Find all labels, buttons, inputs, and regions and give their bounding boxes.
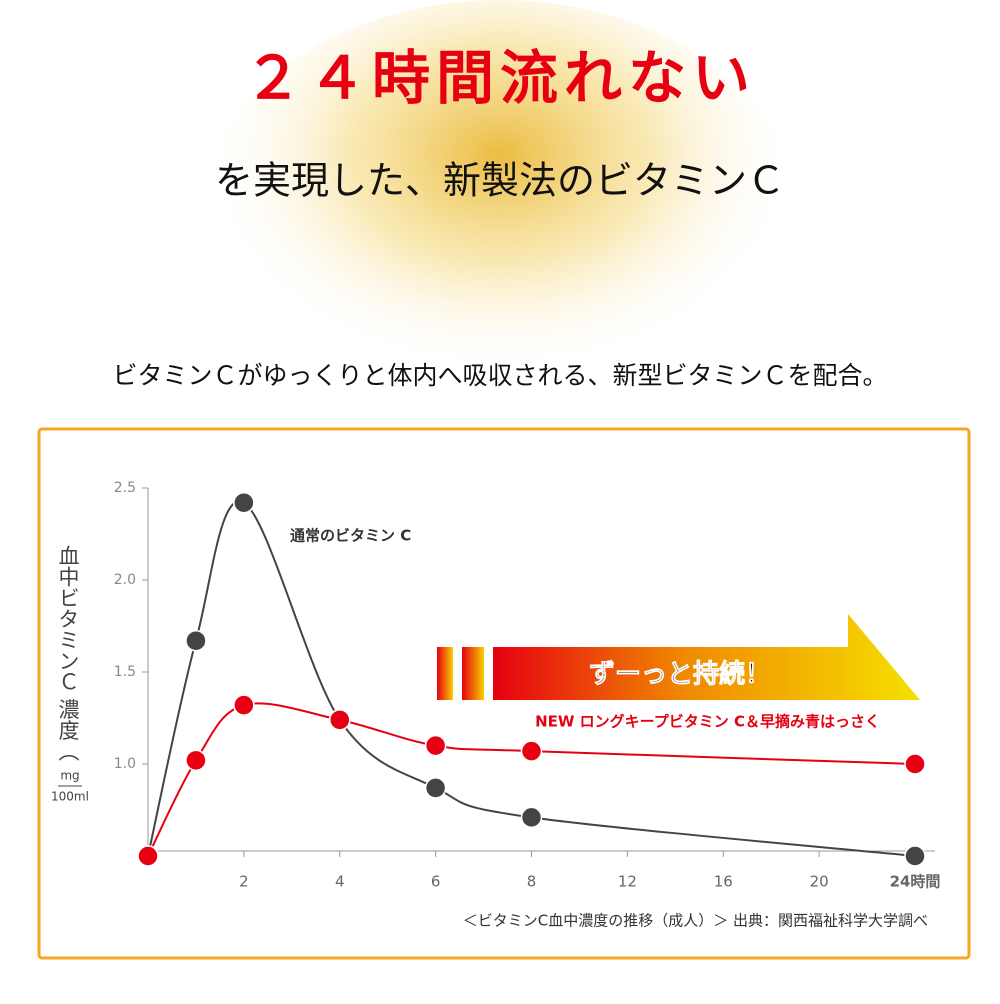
x-tick-label: 8 [527,873,537,891]
source-note: ＜ビタミンC血中濃度の推移（成人）＞ 出典：関西福祉科学大学調べ [463,912,928,930]
data-point [233,694,255,716]
y-axis-label: 血中ビタミンＣ 濃度（ [56,545,80,762]
y-tick-label: 1.0 [114,756,136,772]
subtitle: を実現した、新製法のビタミンＣ [215,159,785,203]
lead-text: ビタミンＣがゆっくりと体内へ吸収される、新型ビタミンＣを配合。 [112,361,887,390]
data-point [424,777,447,799]
y-unit-top: mg [60,769,79,783]
y-tick-label: 2.0 [114,572,136,588]
arrow-stripe [462,647,484,700]
x-tick-label: 2 [239,873,249,891]
x-tick-label: 24時間 [890,873,941,891]
title: ２４時間流れない [244,44,756,112]
x-tick-label: 20 [810,873,829,891]
x-tick-label: 16 [714,873,733,891]
data-point [520,740,543,762]
arrow [437,614,920,700]
y-tick-label: 1.5 [114,664,136,680]
data-point [233,491,255,514]
data-point [904,753,926,775]
x-tick-label: 6 [431,873,441,891]
series-label: 通常のビタミン C [290,527,411,545]
x-tick-label: 12 [618,873,637,891]
y-unit-bottom: 100ml [51,790,89,804]
arrow-stripe [437,647,453,700]
series-label: NEW ロングキープビタミン C＆早摘み青はっさく [535,713,880,731]
arrow-label: ずーっと持続！ [589,659,771,690]
data-point [185,629,207,652]
arrow-body [493,614,920,700]
y-tick-label: 2.5 [114,480,136,496]
x-tick-label: 4 [335,873,345,891]
data-point [424,734,447,757]
data-point [520,806,543,829]
data-point [904,845,926,867]
background-splash [200,0,800,440]
data-point [185,749,207,772]
data-point [137,845,159,867]
data-point [329,709,351,731]
